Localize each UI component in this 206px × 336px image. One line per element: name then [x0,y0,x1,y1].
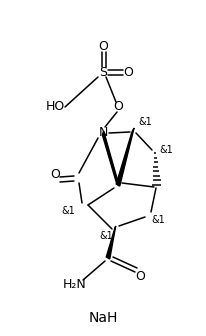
Text: &1: &1 [150,215,164,225]
Polygon shape [102,131,119,186]
Text: O: O [123,66,132,79]
Text: HO: HO [45,100,64,114]
Text: S: S [98,66,107,79]
Text: &1: &1 [158,145,172,155]
Text: O: O [112,100,122,114]
Polygon shape [116,128,133,186]
Text: O: O [98,41,107,53]
Text: &1: &1 [61,206,75,216]
Text: O: O [50,168,60,181]
Text: &1: &1 [137,117,151,127]
Text: H₂N: H₂N [63,279,87,292]
Text: O: O [134,270,144,284]
Text: NaH: NaH [88,311,117,325]
Polygon shape [106,226,115,259]
Text: &1: &1 [99,231,112,241]
Text: N: N [98,126,107,139]
